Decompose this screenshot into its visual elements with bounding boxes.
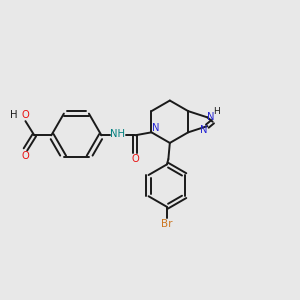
Text: N: N (200, 125, 208, 135)
Text: Br: Br (161, 219, 172, 229)
Text: O: O (131, 154, 139, 164)
Text: NH: NH (110, 129, 125, 139)
Text: O: O (22, 110, 29, 120)
Text: H: H (10, 110, 17, 120)
Text: N: N (152, 123, 159, 133)
Text: N: N (206, 112, 214, 122)
Text: O: O (22, 151, 29, 161)
Text: H: H (213, 107, 220, 116)
